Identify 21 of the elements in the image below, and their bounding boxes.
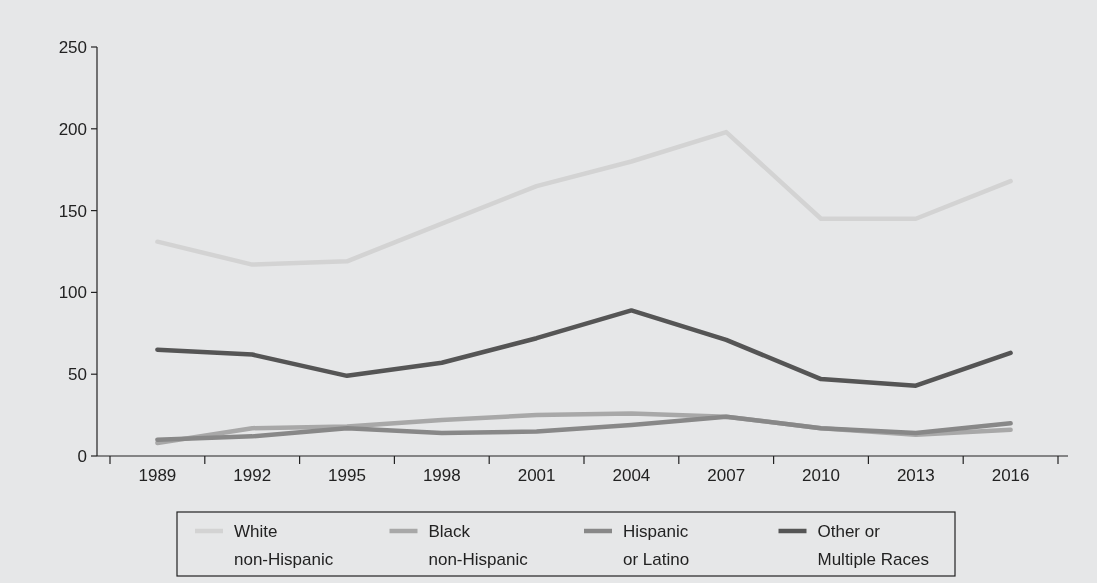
x-tick-label: 2001 <box>517 466 556 485</box>
x-tick-label: 2004 <box>612 466 651 485</box>
x-tick-label: 1998 <box>422 466 461 485</box>
legend-label: White non-Hispanic <box>234 522 334 569</box>
x-tick-label: 2013 <box>896 466 935 485</box>
y-tick-label: 50 <box>68 365 87 385</box>
y-tick-label: 200 <box>58 119 87 139</box>
line-series <box>155 308 1013 388</box>
x-tick-label: 1992 <box>233 466 272 485</box>
y-tick-label: 0 <box>77 446 87 466</box>
x-tick-label: 2007 <box>707 466 746 485</box>
x-tick-label: 1989 <box>138 466 177 485</box>
x-tick-label: 2016 <box>991 466 1030 485</box>
legend-label: Hispanic or Latino <box>623 522 690 569</box>
y-tick-label: 150 <box>58 201 87 221</box>
x-tick-label: 1995 <box>328 466 366 485</box>
y-tick-label: 250 <box>58 37 87 57</box>
x-tick-label: 2010 <box>802 466 840 485</box>
y-tick-label: 100 <box>58 283 87 303</box>
legend-label: Black non-Hispanic <box>428 522 529 569</box>
legend-label: Other or Multiple Races <box>817 522 929 569</box>
